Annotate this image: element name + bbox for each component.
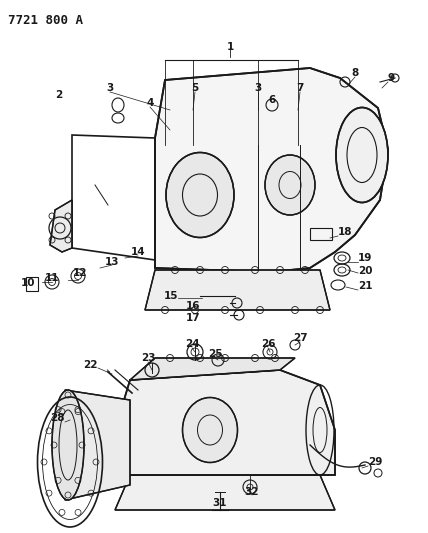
Text: 18: 18 — [338, 227, 353, 237]
Polygon shape — [155, 68, 388, 272]
Text: 32: 32 — [245, 487, 259, 497]
Text: 5: 5 — [191, 83, 199, 93]
Text: 31: 31 — [213, 498, 227, 508]
Polygon shape — [130, 358, 295, 380]
Text: 24: 24 — [185, 339, 199, 349]
Text: 23: 23 — [141, 353, 155, 363]
Polygon shape — [50, 200, 72, 252]
Text: 22: 22 — [83, 360, 98, 370]
Ellipse shape — [52, 390, 84, 500]
Text: 10: 10 — [21, 278, 35, 288]
Text: 6: 6 — [268, 95, 276, 105]
Polygon shape — [145, 270, 330, 310]
Text: 25: 25 — [208, 349, 222, 359]
Text: 29: 29 — [368, 457, 382, 467]
Polygon shape — [115, 370, 335, 475]
Text: 21: 21 — [358, 281, 372, 291]
Ellipse shape — [336, 108, 388, 203]
Text: 14: 14 — [131, 247, 146, 257]
Text: 15: 15 — [163, 291, 178, 301]
Ellipse shape — [265, 155, 315, 215]
Text: 13: 13 — [105, 257, 119, 267]
Text: 1: 1 — [226, 42, 234, 52]
Text: 7721 800 A: 7721 800 A — [8, 14, 83, 27]
Text: 7: 7 — [296, 83, 304, 93]
Text: 2: 2 — [55, 90, 62, 100]
Text: 27: 27 — [293, 333, 307, 343]
Text: 3: 3 — [254, 83, 262, 93]
Text: 12: 12 — [73, 268, 87, 278]
Text: 11: 11 — [45, 273, 59, 283]
Text: 20: 20 — [358, 266, 372, 276]
Text: 17: 17 — [185, 313, 200, 323]
Text: 3: 3 — [107, 83, 113, 93]
Text: 16: 16 — [185, 301, 200, 311]
Ellipse shape — [182, 398, 238, 463]
Polygon shape — [65, 390, 130, 500]
Text: 19: 19 — [358, 253, 372, 263]
Text: 4: 4 — [146, 98, 154, 108]
Text: 28: 28 — [51, 413, 65, 423]
Polygon shape — [115, 475, 335, 510]
Text: 8: 8 — [351, 68, 359, 78]
Text: 26: 26 — [261, 339, 275, 349]
Ellipse shape — [166, 152, 234, 238]
Text: 9: 9 — [388, 73, 395, 83]
